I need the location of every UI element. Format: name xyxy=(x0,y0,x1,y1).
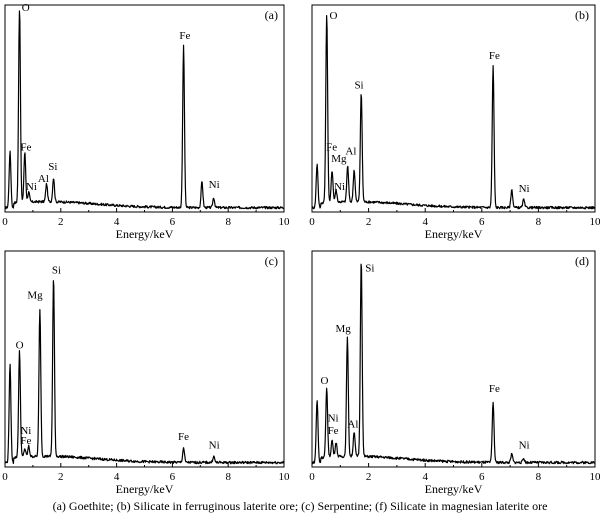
element-label: Si xyxy=(48,161,57,173)
spectrum-line xyxy=(311,14,596,210)
element-label: Fe xyxy=(326,141,337,153)
x-tick-label: 6 xyxy=(479,216,485,228)
panel-label: (c) xyxy=(265,254,278,268)
x-tick-label: 2 xyxy=(366,216,372,228)
element-label: Ni xyxy=(209,179,220,191)
element-label: Fe xyxy=(179,30,190,42)
x-tick-label: 10 xyxy=(279,471,291,483)
x-tick-label: 4 xyxy=(422,216,428,228)
x-axis-label: Energy/keV xyxy=(116,227,174,241)
element-label: Fe xyxy=(20,435,31,447)
element-label: Ni xyxy=(209,439,220,451)
spectrum-line xyxy=(4,280,285,465)
x-tick-label: 6 xyxy=(479,471,485,483)
panel-label: (b) xyxy=(575,8,589,22)
element-label: Al xyxy=(38,173,49,185)
element-label: Mg xyxy=(27,290,43,302)
element-label: Ni xyxy=(26,181,37,193)
x-tick-label: 8 xyxy=(225,216,231,228)
element-label: Si xyxy=(52,265,61,277)
x-tick-label: 0 xyxy=(2,216,8,228)
x-tick-label: 2 xyxy=(58,216,64,228)
element-label: Ni xyxy=(519,183,530,195)
element-label: Fe xyxy=(489,50,500,62)
x-tick-label: 10 xyxy=(279,216,291,228)
element-label: Ni xyxy=(519,439,530,451)
x-tick-label: 6 xyxy=(170,216,176,228)
element-label: O xyxy=(320,375,328,387)
element-label: Al xyxy=(347,419,358,431)
element-label: Mg xyxy=(335,323,351,335)
figure-caption: (a) Goethite; (b) Silicate in ferruginou… xyxy=(52,499,548,513)
x-tick-label: 10 xyxy=(590,471,600,483)
spectrum-line xyxy=(4,10,285,210)
element-label: Fe xyxy=(328,425,339,437)
x-tick-label: 0 xyxy=(309,216,315,228)
x-axis-label: Energy/keV xyxy=(116,482,174,496)
element-label: Si xyxy=(365,263,374,275)
element-label: O xyxy=(16,340,24,352)
x-tick-label: 0 xyxy=(2,471,8,483)
panel-label: (a) xyxy=(265,8,278,22)
element-label: Fe xyxy=(20,141,31,153)
x-tick-label: 8 xyxy=(225,471,231,483)
x-tick-label: 2 xyxy=(58,471,64,483)
element-label: Ni xyxy=(328,412,339,424)
x-tick-label: 4 xyxy=(114,471,120,483)
element-label: Ni xyxy=(334,181,345,193)
x-tick-label: 8 xyxy=(536,216,542,228)
x-tick-label: 6 xyxy=(170,471,176,483)
x-axis-label: Energy/keV xyxy=(425,227,483,241)
x-tick-label: 0 xyxy=(309,471,315,483)
element-label: Fe xyxy=(489,383,500,395)
element-label: Mg xyxy=(331,153,347,165)
x-tick-label: 8 xyxy=(536,471,542,483)
element-label: Al xyxy=(345,145,356,157)
element-label: Si xyxy=(354,80,363,92)
x-axis-label: Energy/keV xyxy=(425,482,483,496)
element-label: Ni xyxy=(20,425,31,437)
panel-label: (d) xyxy=(575,254,589,268)
x-tick-label: 10 xyxy=(590,216,600,228)
x-tick-label: 4 xyxy=(114,216,120,228)
element-label: O xyxy=(22,2,30,14)
element-label: Fe xyxy=(178,431,189,443)
x-tick-label: 2 xyxy=(366,471,372,483)
x-tick-label: 4 xyxy=(422,471,428,483)
spectrum-line xyxy=(311,263,596,465)
element-label: O xyxy=(330,10,338,22)
plot-frame xyxy=(4,250,285,468)
